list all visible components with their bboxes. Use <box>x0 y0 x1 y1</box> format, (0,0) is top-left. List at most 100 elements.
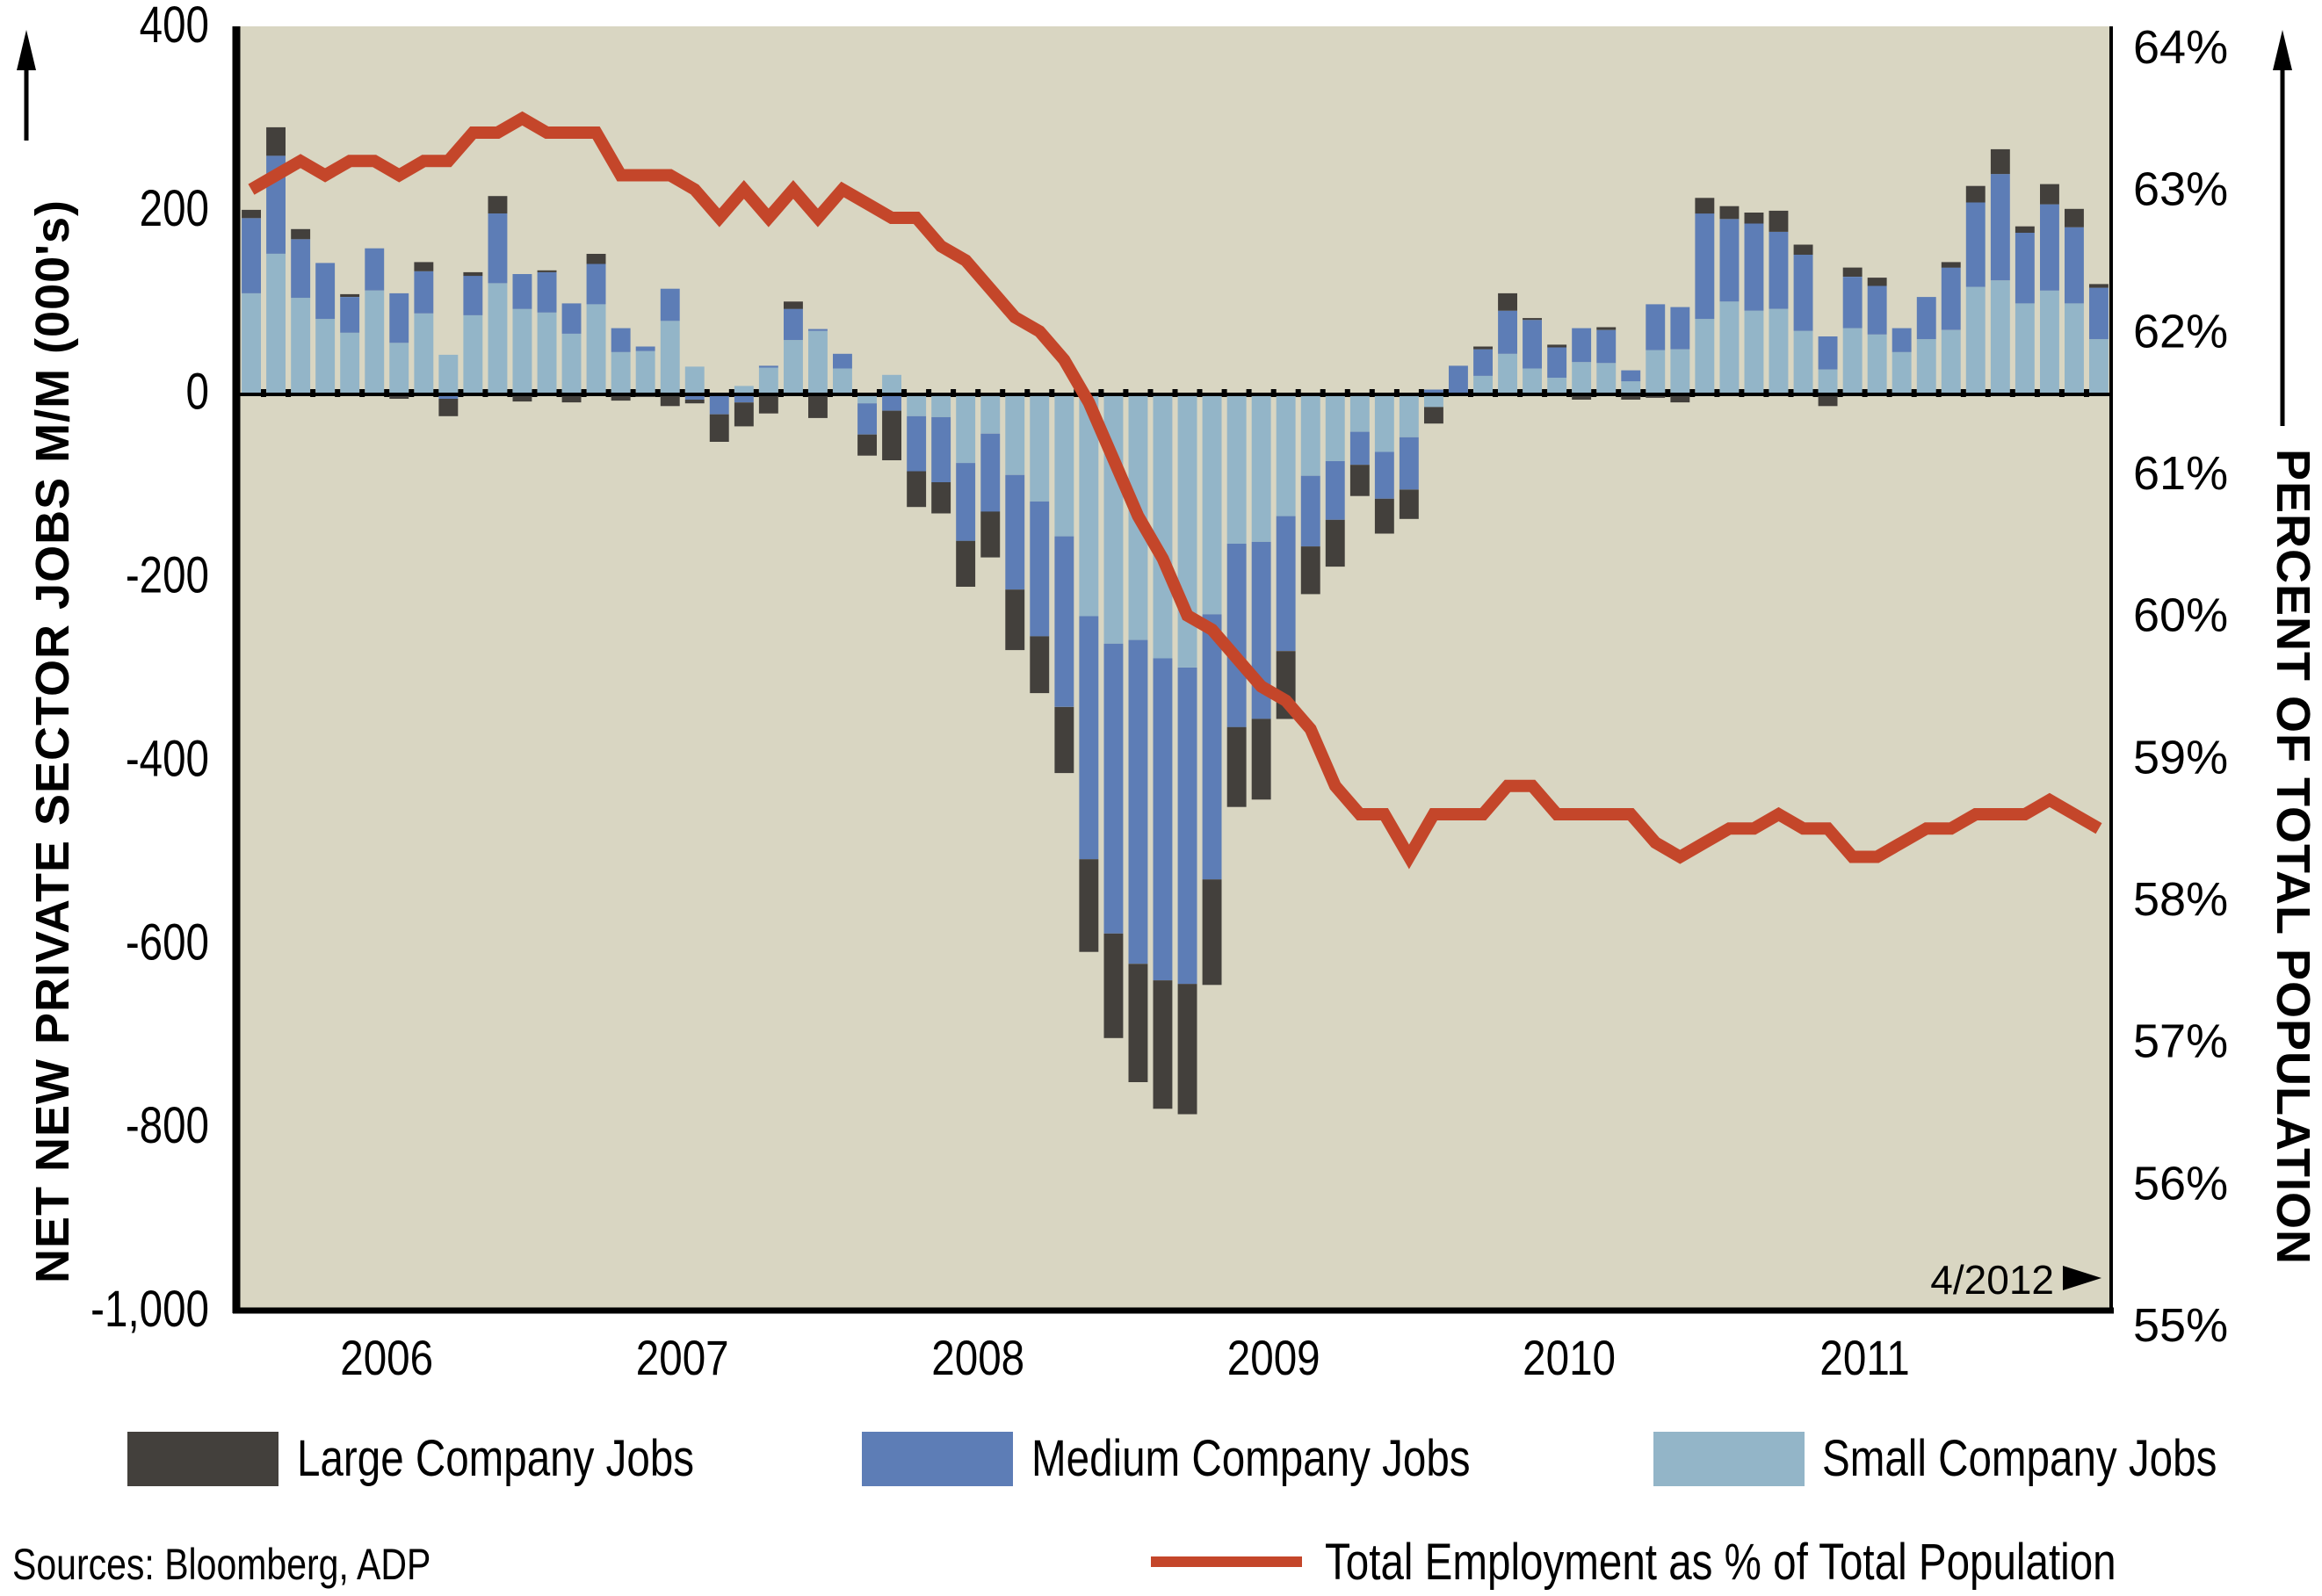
right-axis-title: PERCENT OF TOTAL POPULATION <box>2267 449 2319 1266</box>
bar-small-13 <box>561 333 582 394</box>
zero-tick <box>1739 389 1745 397</box>
zero-tick <box>359 389 365 397</box>
zero-tick <box>1221 389 1227 397</box>
bar-small-66 <box>1867 334 1887 394</box>
bar-medium-15 <box>611 328 631 352</box>
bar-large-70 <box>1965 185 1986 203</box>
bar-large-53 <box>1547 344 1567 348</box>
bar-small-18 <box>684 366 705 394</box>
bar-small-75 <box>2089 339 2109 394</box>
bar-small-60 <box>1719 301 1740 394</box>
bar-small-34 <box>1079 393 1099 617</box>
legend-label-line: Total Employment as % of Total Populatio… <box>1325 1534 2116 1591</box>
bar-medium-62 <box>1769 231 1789 309</box>
bar-large-1 <box>266 126 286 156</box>
left-axis-arrow-icon <box>17 30 36 70</box>
bar-large-14 <box>586 254 606 264</box>
bar-small-17 <box>660 321 680 394</box>
zero-tick <box>728 389 734 397</box>
bar-small-50 <box>1473 375 1493 394</box>
bar-medium-74 <box>2065 227 2084 304</box>
zero-tick <box>1024 389 1031 397</box>
bar-large-62 <box>1769 210 1789 232</box>
legend-label-small: Small Company Jobs <box>1822 1430 2217 1487</box>
zero-tick <box>2034 389 2040 397</box>
zero-tick <box>1788 389 1794 397</box>
zero-tick <box>1270 389 1277 397</box>
bar-medium-60 <box>1719 219 1740 302</box>
bar-medium-42 <box>1276 516 1296 652</box>
bar-medium-23 <box>808 329 828 331</box>
zero-tick <box>1443 389 1449 397</box>
bar-medium-16 <box>635 346 655 351</box>
zero-tick <box>926 389 932 397</box>
zero-tick <box>1344 389 1350 397</box>
bar-small-73 <box>2040 290 2059 394</box>
zero-tick <box>532 389 538 397</box>
zero-tick <box>1369 389 1375 397</box>
x-year-label: 2006 <box>340 1331 433 1385</box>
y-tick-label: 200 <box>140 181 209 238</box>
bar-medium-73 <box>2040 204 2059 291</box>
bar-medium-27 <box>907 415 927 472</box>
bar-large-69 <box>1941 262 1961 268</box>
bar-small-21 <box>758 367 778 394</box>
zero-tick <box>827 389 833 397</box>
bar-small-56 <box>1621 381 1641 394</box>
zero-tick <box>384 389 390 397</box>
left-axis-title: NET NEW PRIVATE SECTOR JOBS M/M (000's) <box>26 199 79 1283</box>
bar-small-72 <box>2015 303 2035 394</box>
zero-tick <box>1517 389 1523 397</box>
y2-tick-label: 61% <box>2133 447 2228 500</box>
bar-medium-19 <box>709 393 729 415</box>
zero-tick <box>1886 389 1892 397</box>
legend-swatch-small <box>1653 1432 1805 1486</box>
zero-tick <box>1862 389 1868 397</box>
y-tick-label: 0 <box>186 364 209 421</box>
bar-medium-17 <box>660 288 680 321</box>
bar-large-26 <box>882 410 901 460</box>
bar-medium-31 <box>1005 474 1025 590</box>
zero-tick <box>753 389 759 397</box>
bar-medium-2 <box>291 239 311 299</box>
y2-tick-label: 58% <box>2133 873 2228 926</box>
right-axis-arrow-icon <box>2273 30 2292 70</box>
bar-small-65 <box>1842 328 1863 394</box>
bar-medium-22 <box>784 308 803 341</box>
bar-medium-30 <box>980 433 1001 512</box>
bar-large-61 <box>1744 213 1764 224</box>
bar-large-55 <box>1596 327 1617 330</box>
bar-medium-46 <box>1374 451 1394 499</box>
bar-small-30 <box>980 393 1001 434</box>
bar-medium-29 <box>956 463 976 541</box>
bar-medium-10 <box>488 213 508 284</box>
bar-medium-51 <box>1498 310 1517 354</box>
zero-tick <box>1172 389 1178 397</box>
bar-medium-59 <box>1695 213 1715 320</box>
bar-large-39 <box>1202 879 1222 986</box>
x-year-label: 2011 <box>1819 1331 1909 1385</box>
bar-medium-47 <box>1399 437 1419 490</box>
zero-tick <box>852 389 857 397</box>
bar-large-43 <box>1300 546 1320 595</box>
zero-tick <box>630 389 636 397</box>
bar-large-47 <box>1399 489 1419 519</box>
bar-large-52 <box>1523 318 1542 321</box>
zero-tick <box>1714 389 1720 397</box>
bar-small-28 <box>931 393 951 417</box>
bar-small-24 <box>833 368 852 394</box>
bar-medium-72 <box>2015 233 2035 304</box>
bar-small-0 <box>242 292 261 394</box>
bar-large-51 <box>1498 292 1517 311</box>
bar-medium-0 <box>242 218 261 293</box>
bar-medium-26 <box>882 393 901 411</box>
bar-large-40 <box>1226 726 1247 807</box>
bar-small-8 <box>438 354 459 394</box>
bar-small-68 <box>1916 339 1936 394</box>
bar-large-12 <box>537 270 557 272</box>
bar-large-38 <box>1177 984 1197 1115</box>
zero-tick <box>951 389 957 397</box>
y-tick-label: -200 <box>126 547 209 604</box>
bar-medium-18 <box>684 393 705 400</box>
